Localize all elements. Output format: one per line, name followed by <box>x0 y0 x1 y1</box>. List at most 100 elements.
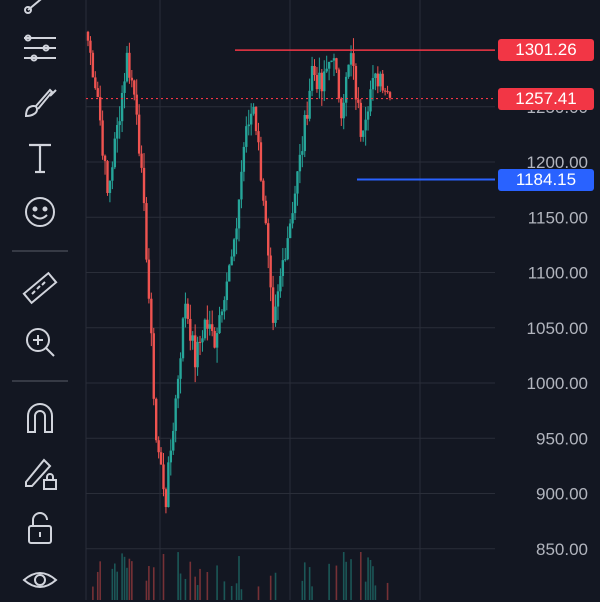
price-axis: 850.00 900.00 950.00 1000.00 1050.00 1100.00 1… <box>527 98 588 559</box>
candle-body <box>130 77 134 81</box>
magnet-tool[interactable] <box>18 396 62 440</box>
candle-body <box>184 303 187 319</box>
candle-body <box>247 124 250 127</box>
fib-tool[interactable] <box>18 26 62 70</box>
volume-bar <box>199 568 201 600</box>
ruler-tool[interactable] <box>18 266 62 310</box>
candle-body <box>174 398 177 431</box>
brush-tool[interactable] <box>18 80 62 124</box>
volume-bar <box>179 573 182 600</box>
candle-body <box>274 306 277 323</box>
candle-body <box>230 256 233 266</box>
candle-body <box>96 88 99 98</box>
volume-bar <box>189 561 192 600</box>
lock-drawing-tool[interactable] <box>18 450 62 494</box>
ruler-icon <box>22 271 58 305</box>
y-tick-label: 1200.00 <box>527 153 588 172</box>
candle-body <box>223 300 226 312</box>
candle-body <box>257 131 260 143</box>
volume-bar <box>342 552 345 600</box>
volume-bar <box>126 567 128 600</box>
candle-body <box>357 99 360 103</box>
volume-bar <box>311 586 313 600</box>
candle-body <box>271 287 275 323</box>
volume-bar <box>303 562 306 600</box>
candle-body <box>118 121 121 126</box>
candle-body <box>388 92 392 98</box>
text-tool[interactable] <box>18 136 62 180</box>
candle-body <box>327 61 331 69</box>
volume-bar <box>301 580 304 600</box>
volume-bar <box>152 567 155 600</box>
candle-body <box>262 180 265 201</box>
volume-bar <box>148 566 150 600</box>
candlestick-chart[interactable]: 850.00 900.00 950.00 1000.00 1050.00 1100.00 1… <box>80 0 600 600</box>
volume-bar <box>131 561 133 600</box>
volume-bar <box>240 589 243 600</box>
y-tick-label: 1150.00 <box>528 208 588 227</box>
volume-bar <box>372 566 374 600</box>
volume-bar <box>230 586 233 600</box>
chart-area[interactable]: 850.00 900.00 950.00 1000.00 1050.00 1100.00 1… <box>80 0 600 600</box>
candle-body <box>279 275 282 292</box>
candle-body <box>150 298 153 334</box>
candle-body <box>379 73 382 87</box>
y-tick-label: 1100.00 <box>528 264 588 283</box>
candle-body <box>386 91 389 93</box>
candle-body <box>354 65 358 100</box>
volume-bar <box>238 556 240 600</box>
candle-body <box>98 97 102 121</box>
candle-body <box>106 161 109 193</box>
candle-body <box>335 58 338 70</box>
pencil-lock-icon <box>25 458 57 490</box>
volume-bar <box>269 575 272 600</box>
volume-bar <box>386 582 389 600</box>
candle-body <box>359 102 362 137</box>
zoom-tool[interactable] <box>18 320 62 364</box>
high-price-tag: 1301.26 <box>498 39 594 62</box>
visibility-tool[interactable] <box>18 558 62 602</box>
volume-bar <box>123 556 126 600</box>
candle-body <box>137 114 141 154</box>
volume-bar <box>206 572 209 600</box>
candle-body <box>374 73 377 78</box>
candle-body <box>264 200 267 224</box>
candle-body <box>152 333 155 399</box>
volume-bar <box>113 563 116 600</box>
volume-bar <box>196 585 199 600</box>
volume-bar <box>257 586 260 600</box>
candle-body <box>259 142 263 181</box>
candle-body <box>286 238 289 260</box>
smiley-icon <box>25 197 55 227</box>
y-tick-label: 900.00 <box>536 485 588 504</box>
candle-body <box>213 330 216 348</box>
candle-body <box>320 72 324 92</box>
candle-body <box>318 72 321 90</box>
candle-body <box>225 281 229 301</box>
candle-body <box>281 260 285 276</box>
candle-body <box>366 111 370 120</box>
candle-body <box>116 125 119 139</box>
candle-body <box>123 81 126 93</box>
candle-body <box>103 155 107 162</box>
candle-body <box>298 154 302 172</box>
candle-body <box>113 138 116 168</box>
candle-body <box>201 338 204 343</box>
volume-bar <box>308 567 311 600</box>
candle-body <box>269 255 272 288</box>
grid <box>85 0 495 600</box>
toolbar-separator <box>12 380 68 382</box>
lock-all-tool[interactable] <box>18 506 62 550</box>
y-tick-label: 1000.00 <box>527 374 588 393</box>
candle-body <box>252 106 255 114</box>
candle-body <box>242 146 246 172</box>
emoji-tool[interactable] <box>18 190 62 234</box>
candle-body <box>235 228 238 240</box>
volume-bar <box>177 552 179 600</box>
trend-line-tool[interactable] <box>18 0 62 22</box>
candle-body <box>89 40 92 53</box>
candle-body <box>135 94 138 115</box>
candle-body <box>91 52 95 78</box>
candle-body <box>371 77 375 90</box>
volume-bar <box>116 571 119 600</box>
